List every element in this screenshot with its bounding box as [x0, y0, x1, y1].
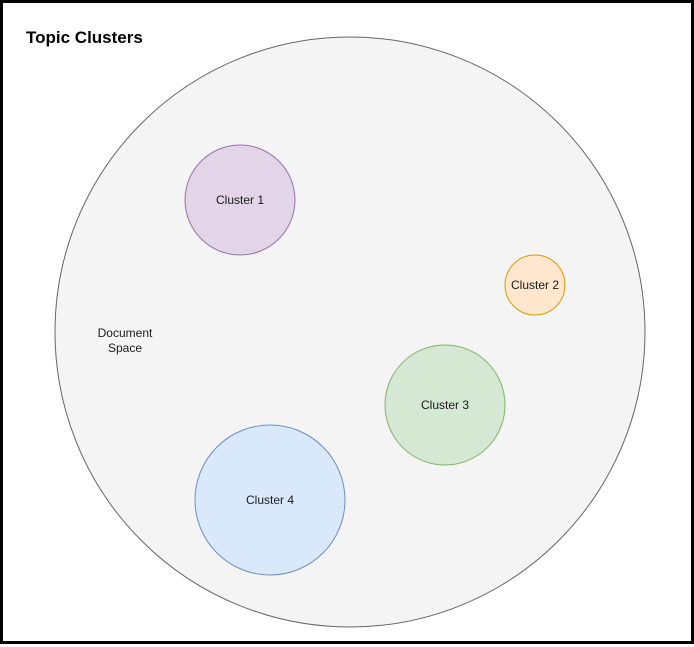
- cluster-1: Cluster 1: [184, 144, 296, 256]
- diagram-title: Topic Clusters: [26, 28, 143, 47]
- document-space-label-line-1: Document: [98, 326, 153, 340]
- cluster-2-circle: [504, 254, 566, 316]
- cluster-3-label: Cluster 3: [421, 398, 469, 412]
- cluster-4-label: Cluster 4: [246, 493, 294, 507]
- cluster-3: Cluster 3: [384, 344, 506, 466]
- cluster-1-circle: [184, 144, 296, 256]
- document-space: Document Space: [54, 36, 646, 628]
- cluster-diagram: Document Space Cluster 1 Cluster 2 Clust…: [54, 36, 646, 628]
- document-space-label-line-2: Space: [108, 341, 142, 355]
- cluster-1-label: Cluster 1: [216, 193, 264, 207]
- cluster-3-circle: [384, 344, 506, 466]
- cluster-4-circle: [194, 424, 346, 576]
- cluster-4: Cluster 4: [194, 424, 346, 576]
- cluster-2: Cluster 2: [504, 254, 566, 316]
- cluster-2-label: Cluster 2: [511, 278, 559, 292]
